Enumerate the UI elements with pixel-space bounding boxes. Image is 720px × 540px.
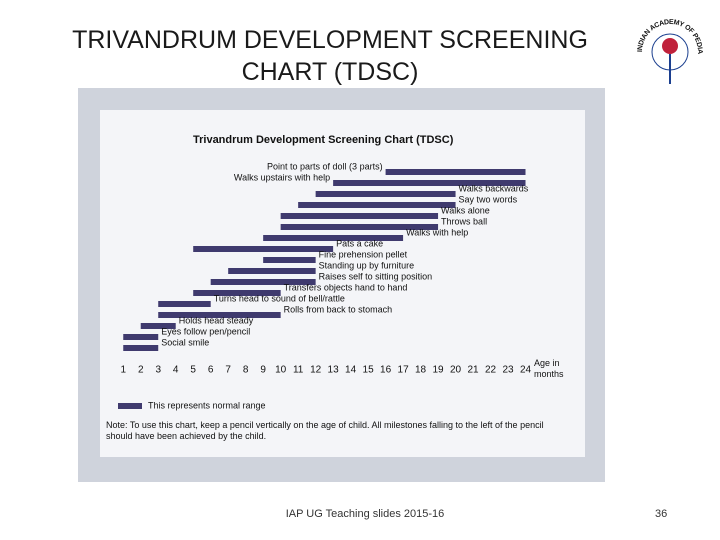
milestone-label: Walks backwards [459,183,529,193]
milestone-label: Rolls from back to stomach [284,304,393,314]
milestone-label: Turns head to sound of bell/rattle [214,293,345,303]
x-tick-label: 10 [275,365,287,376]
legend-label: This represents normal range [148,400,266,410]
x-tick-label: 8 [243,365,249,376]
x-tick-label: 24 [520,365,532,376]
x-tick-label: 1 [120,365,126,376]
chart-panel [100,110,585,457]
milestone-label: Say two words [459,194,518,204]
range-bar [333,180,526,186]
x-tick-label: 23 [502,365,514,376]
milestone-label: Standing up by furniture [319,260,415,270]
milestone-label: Walks upstairs with help [234,172,330,182]
milestone-label: Point to parts of doll (3 parts) [267,161,383,171]
milestone-label: Walks with help [406,227,468,237]
range-bar [263,235,404,241]
range-bar [385,169,526,175]
range-bar [123,334,159,340]
range-bar [280,224,439,230]
legend-swatch [118,403,142,409]
x-tick-label: 21 [467,365,479,376]
note: Note: To use this chart, keep a pencil v… [106,420,544,441]
milestone-label: Holds head steady [179,315,254,325]
range-bar [210,279,316,285]
chart: Trivandrum Development Screening Chart (… [100,110,585,457]
x-tick-label: 9 [260,365,266,376]
x-tick-label: 16 [380,365,392,376]
milestone-label: Pats a cake [336,238,383,248]
milestone-label: Social smile [161,337,209,347]
x-tick-label: 11 [293,365,304,376]
range-bar [263,257,316,263]
x-tick-label: 14 [345,365,357,376]
chart-title: Trivandrum Development Screening Chart (… [193,134,454,146]
x-tick-label: 20 [450,365,462,376]
milestone-label: Raises self to sitting position [319,271,433,281]
logo-flower [662,38,678,54]
range-bar [228,268,316,274]
x-tick-label: 18 [415,365,427,376]
range-bar [193,290,281,296]
footer: IAP UG Teaching slides 2015-16 [285,508,445,520]
page-number: 36 [655,508,668,520]
range-bar [158,301,211,307]
x-tick-label: 7 [225,365,231,376]
x-tick-label: 2 [138,365,144,376]
milestone-label: Fine prehension pellet [319,249,408,259]
x-tick-label: 12 [310,365,322,376]
range-bar [315,191,456,197]
x-tick-label: 5 [190,365,196,376]
x-tick-label: 17 [398,365,410,376]
range-bar [158,312,281,318]
range-bar [123,345,159,351]
milestone-label: Eyes follow pen/pencil [161,326,250,336]
range-bar [140,323,176,329]
x-tick-label: 4 [173,365,179,376]
x-tick-label: 19 [432,365,444,376]
x-tick-label: 6 [208,365,214,376]
chart-photo: Trivandrum Development Screening Chart (… [78,88,605,482]
range-bar [298,202,456,208]
x-tick-label: 22 [485,365,497,376]
range-bar [193,246,334,252]
x-tick-label: 13 [328,365,340,376]
x-tick-label: 15 [363,365,375,376]
milestone-label: Throws ball [441,216,487,226]
slide-title: TRIVANDRUM DEVELOPMENT SCREENING CHART (… [72,26,588,86]
range-bar [280,213,439,219]
logo: INDIAN ACADEMY OF PEDIATRICS [628,8,703,84]
x-axis-label: Age in months [534,358,564,379]
x-tick-label: 3 [155,365,161,376]
milestone-label: Walks alone [441,205,490,215]
milestone-label: Transfers objects hand to hand [284,282,408,292]
